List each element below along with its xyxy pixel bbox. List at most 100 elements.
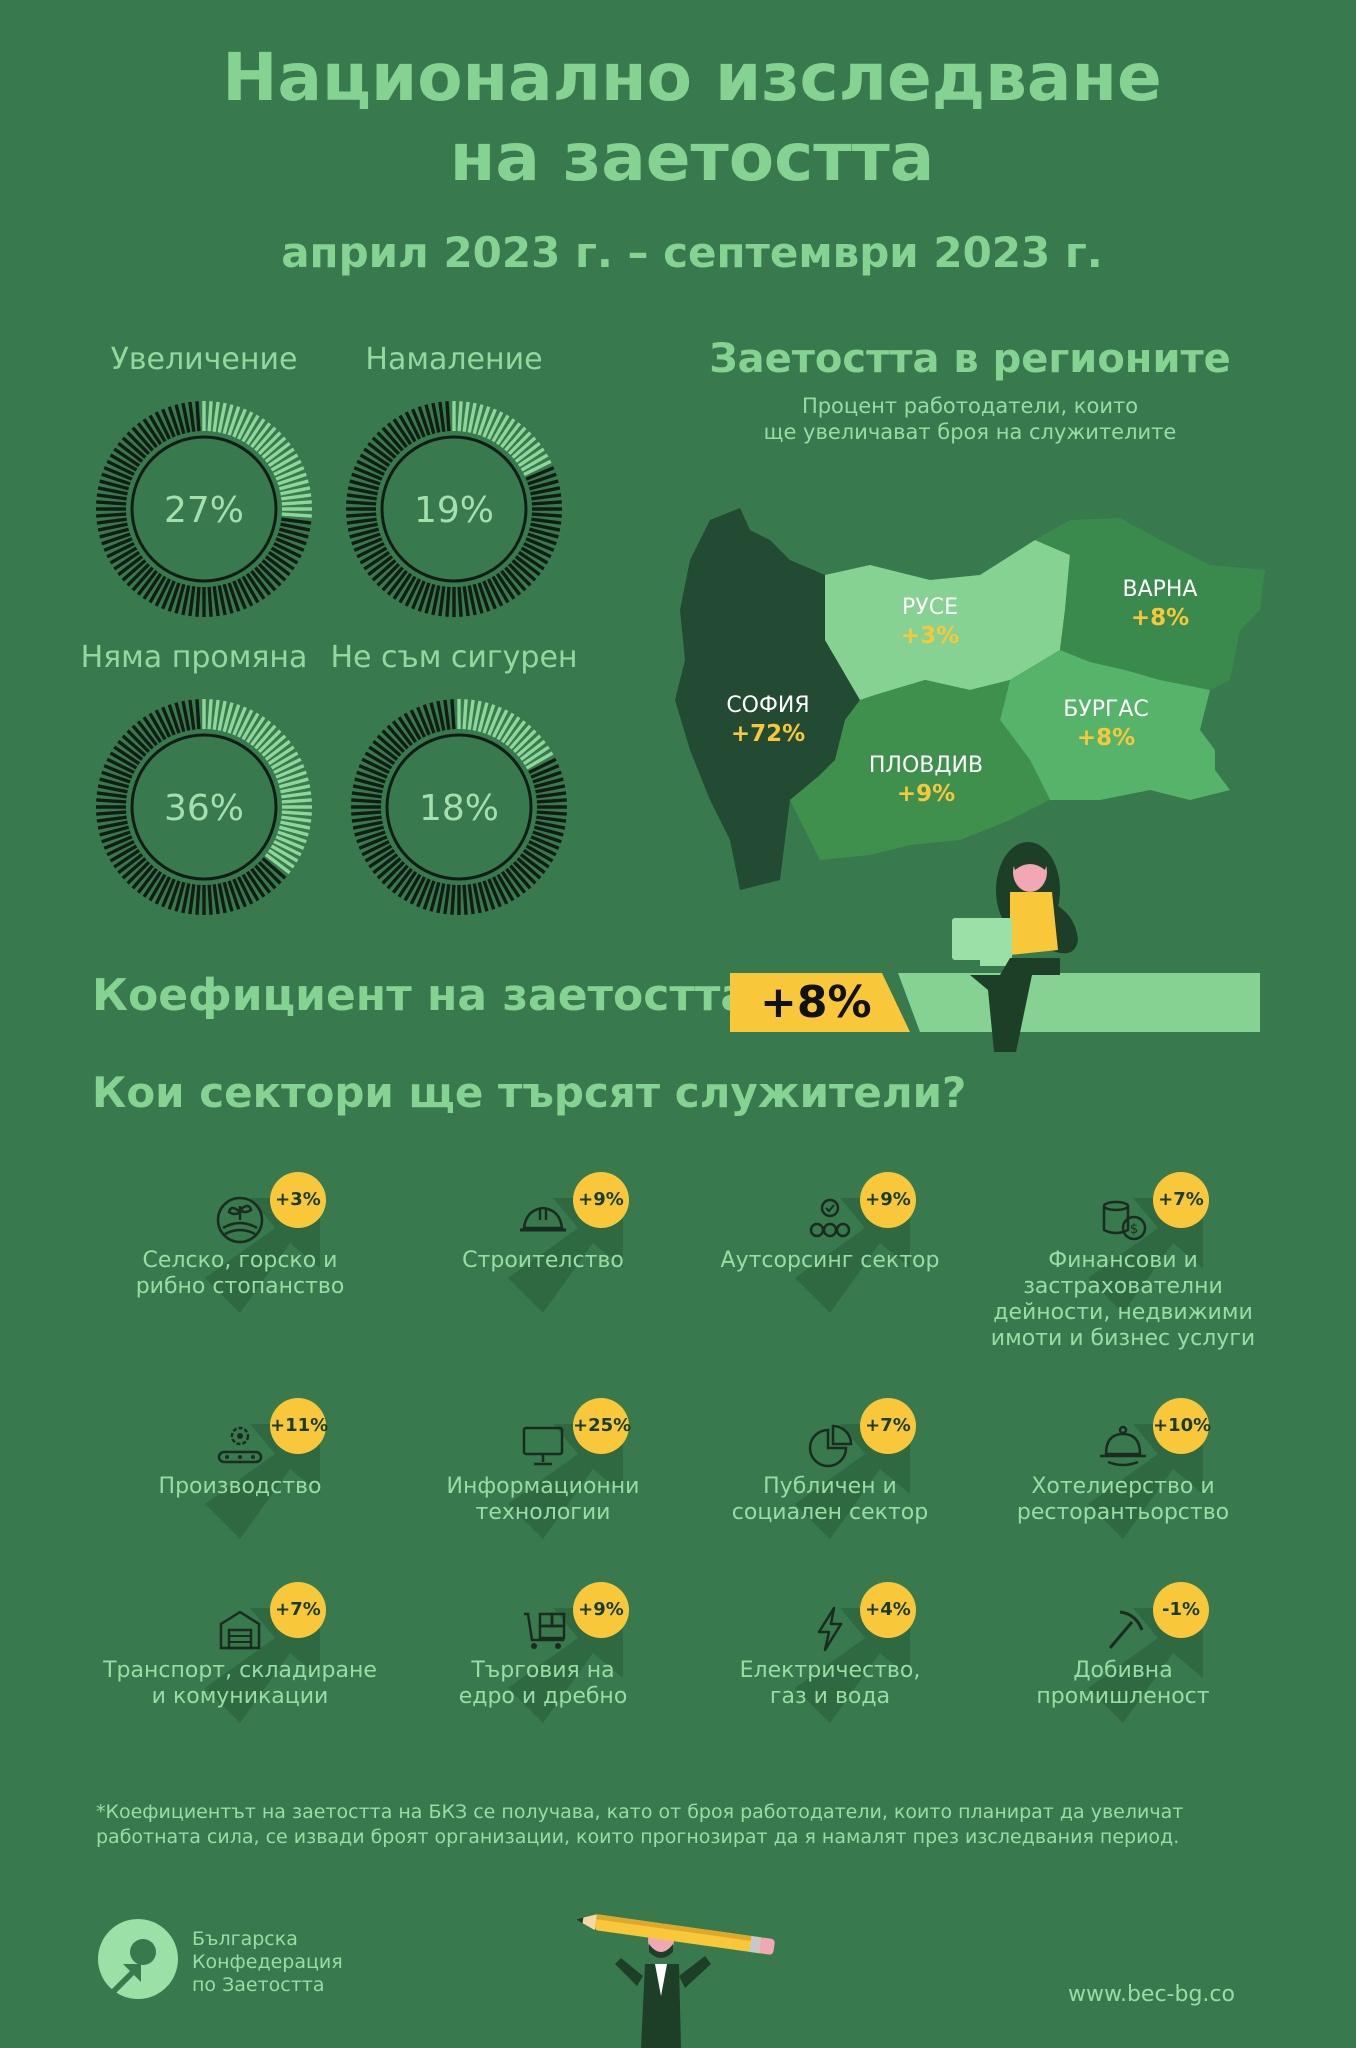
logo-line-2: Конфедерация bbox=[192, 1951, 343, 1973]
sector-item: Транспорт, складиране и комуникации bbox=[100, 1600, 380, 1710]
sector-name: Производство bbox=[158, 1474, 322, 1499]
regions-subtitle-line-1: Процент работодатели, които bbox=[801, 394, 1139, 418]
sector-growth-badge: +9% bbox=[573, 1582, 629, 1638]
sectors-title: Кои сектори ще търсят служители? bbox=[92, 1068, 967, 1117]
regions-title: Заетостта в регионите bbox=[709, 336, 1231, 382]
map-name-plovdiv: ПЛОВДИВ bbox=[868, 753, 984, 778]
gauge-value: 19% bbox=[414, 490, 494, 531]
region-plovdiv bbox=[790, 680, 1050, 860]
gauge-value: 36% bbox=[164, 788, 244, 829]
sector-item: Добивна промишленост bbox=[983, 1600, 1263, 1710]
sector-item: Публичен и социален сектор bbox=[690, 1416, 970, 1526]
map-label-sofia: СОФИЯ +72% bbox=[668, 692, 868, 748]
cart-icon bbox=[514, 1600, 572, 1658]
monitor-icon bbox=[514, 1416, 572, 1474]
gauge-increase: 27% bbox=[96, 401, 312, 617]
logo-text[interactable]: Българска Конфедерация по Заетостта bbox=[192, 1928, 343, 1997]
sector-growth-badge: -1% bbox=[1153, 1582, 1209, 1638]
sector-name: Финансови и застрахователни дейности, недв… bbox=[990, 1248, 1256, 1351]
sector-growth-badge: +4% bbox=[860, 1582, 916, 1638]
map-name-sofia: СОФИЯ bbox=[726, 693, 810, 718]
region-ruse bbox=[825, 540, 1070, 700]
gauge-value: 27% bbox=[164, 490, 244, 531]
logo-icon[interactable] bbox=[97, 1918, 179, 2000]
period-subtitle: април 2023 г. – септември 2023 г. bbox=[281, 228, 1103, 277]
footnote-line-1: *Коефициентът на заетостта на БКЗ се пол… bbox=[96, 1801, 1184, 1823]
pie-chart-icon bbox=[801, 1416, 859, 1474]
sector-item: Информационни технологии bbox=[403, 1416, 683, 1526]
sector-growth-badge: +11% bbox=[270, 1398, 328, 1454]
plant-icon bbox=[211, 1190, 269, 1248]
gauge-decrease: 19% bbox=[346, 401, 562, 617]
sector-growth-badge: +7% bbox=[860, 1398, 916, 1454]
map-label-burgas: БУРГАС +8% bbox=[1006, 696, 1206, 752]
title-line-1: Национално изследване bbox=[222, 39, 1162, 116]
coefficient-label: Коефициент на заетостта: bbox=[92, 970, 768, 1021]
lightning-icon bbox=[801, 1600, 859, 1658]
sector-growth-badge: +25% bbox=[573, 1398, 631, 1454]
sector-name: Информационни технологии bbox=[446, 1474, 640, 1525]
sector-name: Селско, горско и рибно стопанство bbox=[135, 1248, 345, 1299]
gauge-label-not-sure: Не съм сигурен bbox=[330, 640, 578, 675]
gauge-label-decrease: Намаление bbox=[365, 342, 543, 377]
region-sofia bbox=[675, 508, 860, 890]
footnote-line-2: работната сила, се извади броят организа… bbox=[96, 1826, 1180, 1848]
sector-item: Аутсорсинг сектор bbox=[690, 1190, 970, 1274]
pickaxe-icon bbox=[1094, 1600, 1152, 1658]
map-name-burgas: БУРГАС bbox=[1063, 697, 1149, 722]
footnote: *Коефициентът на заетостта на БКЗ се пол… bbox=[96, 1800, 1296, 1850]
map-name-varna: ВАРНА bbox=[1122, 577, 1198, 602]
woman-laptop-illustration bbox=[952, 842, 1078, 1052]
map-value-ruse: +3% bbox=[900, 623, 960, 649]
warehouse-icon bbox=[211, 1600, 269, 1658]
region-varna bbox=[1035, 518, 1265, 690]
coefficient-value: +8% bbox=[760, 977, 872, 1028]
map-label-ruse: РУСЕ +3% bbox=[830, 594, 1030, 650]
website-link[interactable]: www.bec-bg.co bbox=[1068, 1982, 1235, 2007]
gauge-value: 18% bbox=[419, 788, 499, 829]
svg-text:$: $ bbox=[1130, 1222, 1138, 1237]
map-value-plovdiv: +9% bbox=[896, 781, 956, 807]
map-label-varna: ВАРНА +8% bbox=[1060, 576, 1260, 632]
sector-name: Хотелиерство и ресторантьорство bbox=[1016, 1474, 1230, 1525]
conveyor-gear-icon bbox=[211, 1416, 269, 1474]
logo-line-3: по Заетостта bbox=[192, 1974, 325, 1996]
sector-name: Електричество, газ и вода bbox=[739, 1658, 921, 1709]
coins-icon: $ bbox=[1094, 1190, 1152, 1248]
sector-growth-badge: +9% bbox=[573, 1172, 629, 1228]
map-value-varna: +8% bbox=[1130, 605, 1190, 631]
gauge-not-sure: 18% bbox=[351, 699, 567, 915]
sector-growth-badge: +10% bbox=[1153, 1398, 1211, 1454]
sector-growth-badge: +7% bbox=[270, 1582, 326, 1638]
sector-name: Публичен и социален сектор bbox=[731, 1474, 929, 1525]
page-title: Национално изследване на заетостта bbox=[0, 38, 1356, 198]
sector-item: Производство bbox=[100, 1416, 380, 1500]
map-label-plovdiv: ПЛОВДИВ +9% bbox=[826, 752, 1026, 808]
regions-subtitle: Процент работодатели, които ще увеличава… bbox=[690, 393, 1250, 445]
sector-name: Транспорт, складиране и комуникации bbox=[103, 1658, 377, 1709]
sector-item: Търговия на едро и дребно bbox=[403, 1600, 683, 1710]
sector-item: Строителство bbox=[403, 1190, 683, 1274]
map-value-burgas: +8% bbox=[1076, 725, 1136, 751]
sector-name: Строителство bbox=[462, 1248, 624, 1273]
sector-item: Хотелиерство и ресторантьорство bbox=[983, 1416, 1263, 1526]
sector-name: Търговия на едро и дребно bbox=[458, 1658, 628, 1709]
hard-hat-icon bbox=[514, 1190, 572, 1248]
regions-subtitle-line-2: ще увеличават броя на служителите bbox=[763, 420, 1177, 444]
team-icon bbox=[801, 1190, 859, 1248]
logo-line-1: Българска bbox=[192, 1928, 298, 1950]
sector-growth-badge: +7% bbox=[1153, 1172, 1209, 1228]
map-name-ruse: РУСЕ bbox=[902, 595, 958, 620]
gauge-label-increase: Увеличение bbox=[110, 342, 298, 377]
cloche-icon bbox=[1094, 1416, 1152, 1474]
gauge-label-no-change: Няма промяна bbox=[80, 640, 308, 675]
sector-item: $ Финансови и застрахователни дейности, нед… bbox=[983, 1190, 1263, 1352]
man-pencil-illustration bbox=[576, 1914, 775, 2048]
sector-item: Електричество, газ и вода bbox=[690, 1600, 970, 1710]
bulgaria-map bbox=[675, 508, 1265, 890]
sector-name: Аутсорсинг сектор bbox=[720, 1248, 940, 1273]
title-line-2: на заетостта bbox=[449, 119, 935, 196]
region-burgas bbox=[1000, 650, 1230, 800]
map-value-sofia: +72% bbox=[730, 721, 806, 747]
sector-growth-badge: +3% bbox=[270, 1172, 326, 1228]
